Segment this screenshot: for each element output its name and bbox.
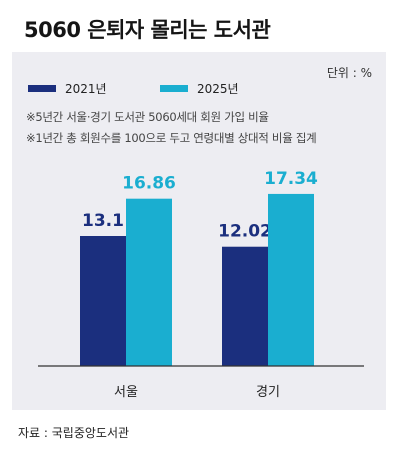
- category-label-1: 경기: [256, 385, 280, 400]
- chart-panel: [12, 52, 386, 410]
- bar-2021-1: [222, 246, 268, 366]
- bar-2025-1: [268, 193, 314, 366]
- legend-item-2025: 2025년: [160, 80, 239, 96]
- bar-2025-0: [126, 198, 172, 366]
- legend-label-2025: 2025년: [197, 81, 239, 96]
- bar-2021-0: [80, 236, 126, 366]
- data-label-2025-1: 17.34: [264, 169, 318, 189]
- category-label-0: 서울: [114, 385, 138, 400]
- legend-label-2021: 2021년: [65, 81, 107, 96]
- unit-label: 단위 : %: [326, 66, 372, 80]
- data-label-2021-1: 12.02: [218, 222, 272, 242]
- page-title: 5060 은퇴자 몰리는 도서관: [24, 18, 271, 42]
- source-note: 자료 : 국립중앙도서관: [18, 426, 130, 440]
- legend-swatch-2025: [160, 84, 188, 92]
- note-2: ※1년간 총 회원수를 100으로 두고 연령대별 상대적 비율 집계: [26, 131, 317, 145]
- data-label-2025-0: 16.86: [122, 174, 176, 194]
- note-1: ※5년간 서울·경기 도서관 5060세대 회원 가입 비율: [26, 110, 269, 124]
- legend-item-2021: 2021년: [28, 80, 107, 96]
- data-label-2021-0: 13.1: [82, 211, 124, 231]
- legend-swatch-2021: [28, 84, 56, 92]
